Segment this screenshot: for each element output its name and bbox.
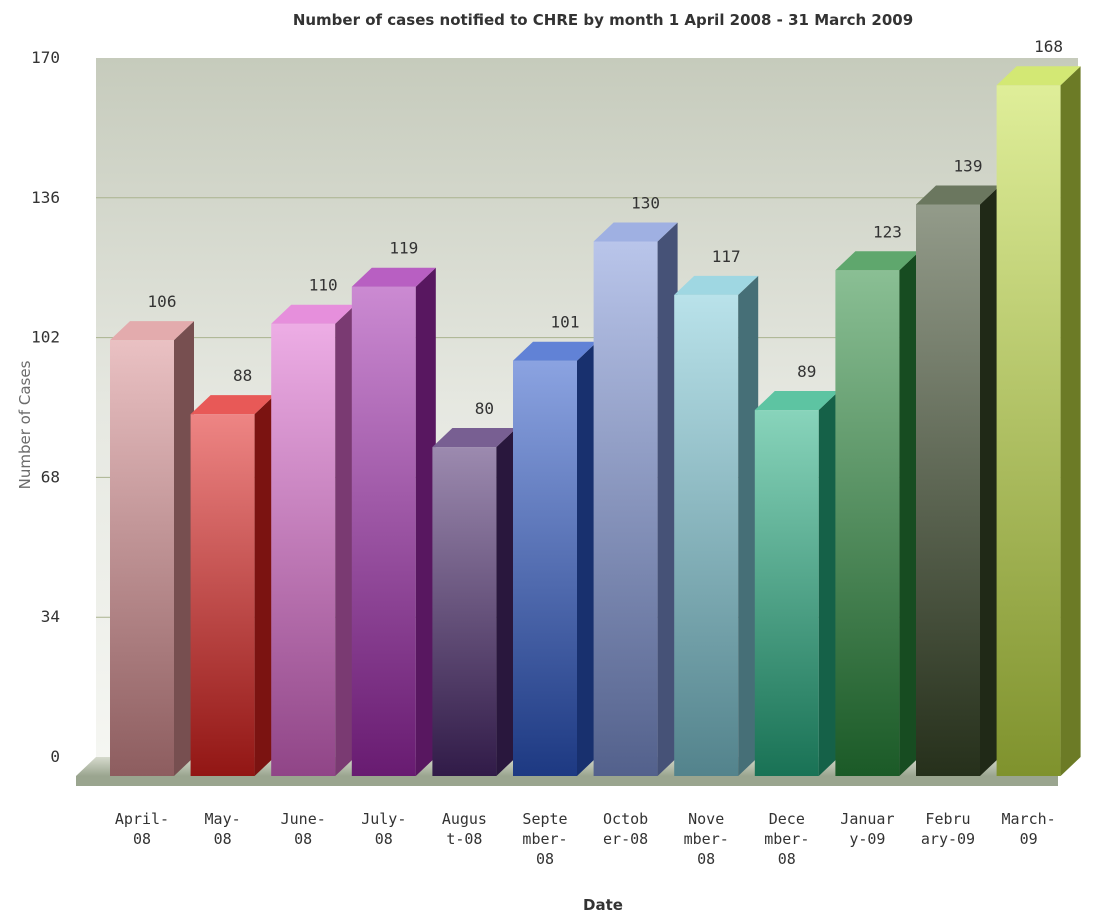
- y-tick-label: 136: [31, 188, 60, 207]
- chart-title: Number of cases notified to CHRE by mont…: [293, 11, 913, 29]
- data-label: 89: [797, 362, 816, 381]
- x-tick-label: 08: [214, 830, 232, 848]
- bar-side: [899, 251, 920, 777]
- data-label: 110: [309, 276, 338, 295]
- x-tick-label: 08: [133, 830, 151, 848]
- x-tick-label: April-: [115, 810, 169, 828]
- bar: [674, 294, 739, 776]
- bar: [916, 204, 980, 776]
- x-tick-label: Nove: [688, 810, 724, 828]
- bar-top: [432, 428, 517, 448]
- x-tick-label: March-: [1002, 810, 1056, 828]
- bar: [996, 85, 1061, 777]
- x-axis-label: Date: [583, 896, 623, 914]
- x-tick-label: 08: [294, 830, 312, 848]
- bar-top: [916, 185, 1000, 205]
- bar-side: [1060, 66, 1081, 777]
- y-tick-label: 68: [41, 467, 60, 486]
- x-tick-label: Augus: [442, 810, 487, 828]
- y-tick-label: 102: [31, 328, 60, 347]
- x-tick-label: June-: [281, 810, 326, 828]
- bar-side: [738, 275, 759, 776]
- bar-side: [496, 428, 517, 776]
- bar: [754, 410, 819, 776]
- x-tick-label: July-: [361, 810, 406, 828]
- data-label: 88: [233, 366, 252, 385]
- bar: [190, 414, 255, 776]
- bar-top: [190, 395, 275, 415]
- y-tick-label: 34: [41, 607, 60, 626]
- y-tick-label: 170: [31, 48, 60, 67]
- data-label: 123: [873, 222, 902, 241]
- bar: [110, 340, 174, 776]
- x-tick-label: 08: [697, 850, 715, 868]
- data-label: 117: [712, 247, 741, 266]
- x-tick-label: 08: [375, 830, 393, 848]
- bar-side: [415, 267, 436, 776]
- bar-top: [513, 341, 597, 361]
- x-tick-label: Febru: [925, 810, 970, 828]
- bar-top: [835, 251, 920, 271]
- bar-top: [351, 267, 436, 287]
- data-label: 106: [148, 292, 177, 311]
- data-label: 80: [475, 399, 494, 418]
- y-tick-label: 0: [50, 747, 60, 766]
- bar: [593, 241, 658, 776]
- x-tick-label: May-: [205, 810, 241, 828]
- x-tick-label: er-08: [603, 830, 648, 848]
- bar-top: [754, 391, 839, 411]
- bar-side: [174, 321, 194, 776]
- bar-top: [996, 66, 1081, 86]
- x-tick-label: mber-: [684, 830, 729, 848]
- x-tick-label: Septe: [522, 810, 567, 828]
- bar: [432, 447, 497, 776]
- bar-side: [657, 222, 678, 776]
- bar-top: [271, 304, 356, 324]
- bar-side: [254, 395, 275, 776]
- bar-side: [980, 185, 1000, 776]
- data-label: 139: [954, 156, 983, 175]
- bar: [835, 270, 900, 776]
- x-tick-label: Dece: [769, 810, 805, 828]
- bar-side: [818, 391, 839, 776]
- bar-side: [577, 341, 597, 776]
- x-tick-label: 08: [778, 850, 796, 868]
- data-label: 168: [1034, 37, 1063, 56]
- chart-floor-edge: [76, 776, 1058, 786]
- x-tick-label: ary-09: [921, 830, 975, 848]
- bar-side: [335, 304, 356, 776]
- y-axis-label: Number of Cases: [16, 360, 34, 489]
- bar-top: [674, 275, 759, 295]
- bar-top: [110, 321, 194, 341]
- data-label: 119: [389, 239, 418, 258]
- bar-top: [593, 222, 678, 242]
- bar: [351, 286, 416, 776]
- x-tick-label: Januar: [840, 810, 894, 828]
- x-tick-label: 08: [536, 850, 554, 868]
- x-tick-label: y-09: [849, 830, 885, 848]
- x-tick-label: mber-: [764, 830, 809, 848]
- x-tick-label: Octob: [603, 810, 648, 828]
- x-tick-label: t-08: [446, 830, 482, 848]
- bar: [271, 323, 336, 776]
- x-tick-label: mber-: [522, 830, 567, 848]
- bar: [513, 360, 577, 776]
- x-tick-label: 09: [1020, 830, 1038, 848]
- data-label: 101: [551, 313, 580, 332]
- data-label: 130: [631, 193, 660, 212]
